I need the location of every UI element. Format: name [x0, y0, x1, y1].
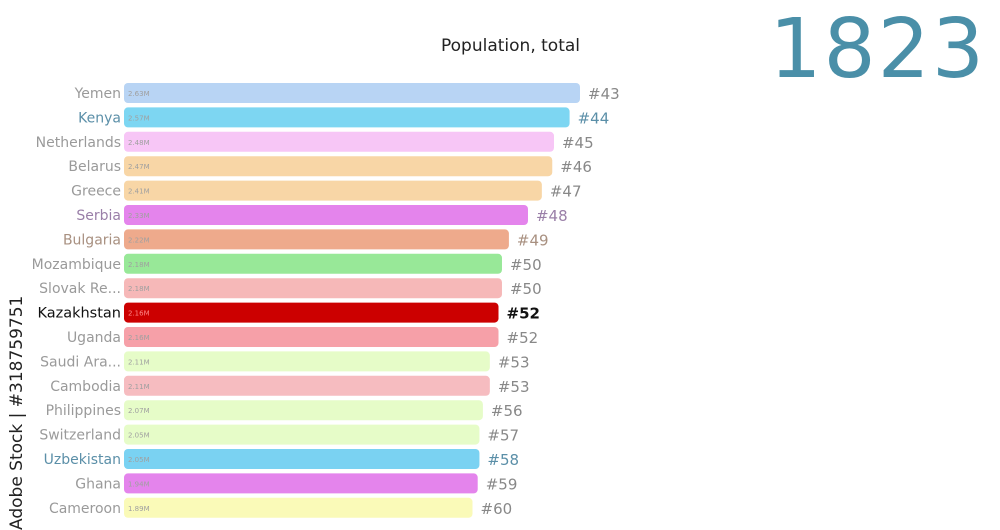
country-label: Serbia: [76, 208, 121, 224]
bar-belarus: [124, 156, 553, 177]
country-label: Greece: [71, 184, 121, 200]
rank-label: #57: [487, 427, 519, 445]
country-label: Uganda: [67, 330, 121, 346]
country-label: Kazakhstan: [37, 306, 121, 322]
rank-label: #48: [536, 207, 568, 225]
bar-uzbekistan: [124, 449, 480, 469]
rank-label: #52: [507, 329, 539, 347]
country-label: Bulgaria: [63, 232, 121, 248]
bar-serbia: [124, 205, 528, 225]
country-label: Mozambique: [32, 257, 121, 273]
value-label: 2.22M: [128, 236, 150, 244]
value-label: 2.11M: [128, 358, 150, 366]
rank-label: #59: [486, 475, 518, 493]
bar-kazakhstan: [124, 302, 499, 323]
rank-label: #43: [588, 85, 620, 103]
country-label: Ghana: [75, 476, 121, 492]
bar-cameroon: [124, 497, 473, 518]
bar-cambodia: [124, 375, 490, 396]
rank-label: #53: [498, 378, 530, 396]
country-label: Uzbekistan: [44, 452, 121, 468]
bar-kenya: [124, 107, 570, 128]
country-label: Kenya: [78, 110, 121, 126]
country-label: Philippines: [46, 403, 121, 419]
country-label: Saudi Ara...: [40, 354, 121, 370]
bar-yemen: [124, 83, 580, 103]
value-label: 2.57M: [128, 114, 150, 122]
rank-label: #60: [481, 500, 513, 518]
value-label: 2.41M: [128, 188, 150, 196]
value-label: 2.47M: [128, 163, 150, 171]
chart-title: Population, total: [441, 36, 580, 56]
value-label: 2.33M: [128, 212, 150, 220]
value-label: 2.07M: [128, 407, 150, 415]
rank-label: #49: [517, 231, 549, 249]
value-label: 2.05M: [128, 456, 150, 464]
rank-label: #58: [487, 451, 519, 469]
country-label: Netherlands: [36, 135, 121, 151]
value-label: 2.18M: [128, 285, 150, 293]
rank-label: #47: [550, 183, 582, 201]
value-label: 2.48M: [128, 139, 150, 147]
bar-bulgaria: [124, 229, 509, 250]
country-label: Switzerland: [39, 428, 121, 444]
country-label: Cameroon: [49, 501, 121, 517]
rank-label: #50: [510, 256, 542, 274]
country-label: Belarus: [68, 159, 121, 175]
value-label: 2.16M: [128, 334, 150, 342]
rank-label: #53: [498, 353, 530, 371]
rank-label: #46: [560, 158, 592, 176]
rank-label: #56: [491, 402, 523, 420]
country-label: Cambodia: [50, 379, 121, 395]
bar-philippines: [124, 400, 483, 421]
value-label: 2.16M: [128, 310, 150, 318]
rank-label: #44: [578, 109, 610, 127]
bar-slovak-re-: [124, 278, 502, 299]
rank-label: #45: [562, 134, 594, 152]
value-label: 2.05M: [128, 432, 150, 440]
country-label: Yemen: [74, 86, 121, 102]
value-label: 2.63M: [128, 90, 150, 98]
bar-saudi-ara-: [124, 351, 490, 372]
bar-switzerland: [124, 424, 480, 445]
bar-greece: [124, 180, 542, 201]
value-label: 1.94M: [128, 480, 150, 488]
country-label: Slovak Re...: [39, 281, 121, 297]
rank-label: #50: [510, 280, 542, 298]
year-label: 1823: [769, 2, 986, 97]
bar-ghana: [124, 473, 478, 494]
bar-uganda: [124, 327, 499, 347]
bar-netherlands: [124, 131, 554, 152]
value-label: 2.18M: [128, 261, 150, 269]
bar-mozambique: [124, 253, 502, 274]
value-label: 1.89M: [128, 505, 150, 513]
value-label: 2.11M: [128, 383, 150, 391]
rank-label: #52: [507, 305, 540, 323]
